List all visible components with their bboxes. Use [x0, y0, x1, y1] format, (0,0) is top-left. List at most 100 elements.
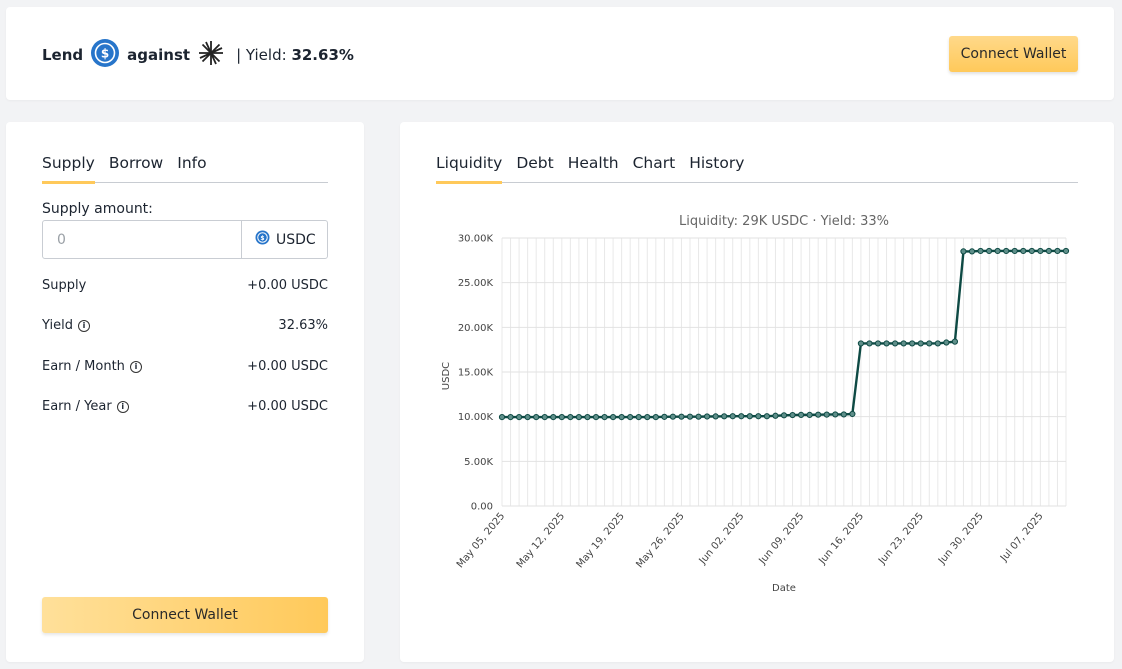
tab-supply[interactable]: Supply: [42, 154, 95, 184]
supply-amount-input[interactable]: [43, 221, 241, 258]
connect-wallet-button[interactable]: Connect Wallet: [42, 597, 328, 633]
info-tabs: Liquidity Debt Health Chart History: [436, 154, 1078, 184]
stat-row-yield: Yield i 32.63%: [42, 318, 328, 333]
svg-text:$: $: [101, 47, 109, 61]
data-point: [661, 413, 668, 420]
tab-debt[interactable]: Debt: [516, 154, 554, 172]
data-point: [533, 414, 540, 421]
stat-value: +0.00 USDC: [247, 399, 328, 414]
data-point: [515, 414, 523, 421]
data-point: [669, 413, 677, 420]
stat-label: Earn / Year: [42, 399, 112, 414]
info-panel: Liquidity Debt Health Chart History Liqu…: [400, 122, 1114, 662]
usdc-icon: $: [90, 38, 120, 72]
x-tick-label: Jul 07, 2025: [998, 511, 1045, 565]
data-point: [507, 414, 514, 421]
stat-value: +0.00 USDC: [247, 278, 328, 293]
data-point: [1011, 247, 1018, 255]
y-tick-label: 20.00K: [458, 323, 494, 334]
y-tick-label: 30.00K: [458, 234, 494, 245]
data-point: [823, 411, 830, 418]
x-tick-label: May 05, 2025: [455, 511, 507, 570]
liquidity-chart: Liquidity: 29K USDC · Yield: 33% 0.00 5.0…: [441, 214, 1070, 594]
data-point: [780, 412, 788, 419]
data-point: [498, 414, 506, 421]
data-point: [968, 248, 976, 255]
data-point: [703, 413, 711, 420]
data-point: [652, 414, 659, 421]
action-tabs: Supply Borrow Info: [42, 154, 328, 184]
data-point: [934, 340, 941, 347]
tab-info[interactable]: Info: [177, 154, 207, 172]
data-point: [1045, 247, 1053, 255]
tab-borrow[interactable]: Borrow: [108, 154, 164, 172]
y-tick-label: 15.00K: [458, 368, 494, 379]
x-axis-label: Date: [772, 583, 796, 594]
data-point: [849, 410, 856, 418]
tab-chart[interactable]: Chart: [632, 154, 676, 172]
data-point: [815, 411, 822, 418]
svg-text:$: $: [260, 235, 264, 242]
data-point: [550, 414, 557, 421]
stat-row-earn-year: Earn / Year i +0.00 USDC: [42, 399, 328, 414]
data-point: [712, 413, 719, 420]
against-label: against: [127, 46, 191, 64]
data-point: [789, 411, 796, 419]
data-point: [1020, 247, 1027, 255]
header-card: Lend $ against | Yield:: [6, 7, 1114, 100]
data-point: [746, 413, 753, 420]
data-point: [994, 247, 1001, 255]
supply-amount-label: Supply amount:: [42, 201, 153, 217]
unit-selector: $ USDC: [241, 221, 327, 258]
info-icon[interactable]: i: [129, 360, 142, 373]
data-point: [857, 340, 865, 347]
stat-row-supply: Supply +0.00 USDC: [42, 278, 328, 293]
data-point: [1054, 247, 1061, 255]
data-point: [524, 414, 531, 421]
stat-label-wrap: Earn / Year i: [42, 399, 129, 414]
x-tick-label: Jun 30, 2025: [936, 511, 986, 567]
y-tick-label: 25.00K: [458, 278, 494, 289]
data-point: [1003, 247, 1010, 255]
x-axis-ticks: May 05, 2025 May 12, 2025 May 19, 2025 May …: [455, 511, 1046, 570]
stat-label-wrap: Earn / Month i: [42, 359, 142, 374]
connect-wallet-button-header[interactable]: Connect Wallet: [949, 36, 1078, 72]
data-point: [678, 413, 685, 420]
info-icon[interactable]: i: [116, 400, 129, 413]
data-point: [686, 413, 694, 420]
header-yield: | Yield: 32.63%: [236, 46, 354, 64]
data-point: [738, 413, 745, 420]
y-tick-label: 0.00: [471, 502, 493, 513]
yield-value: 32.63%: [291, 46, 354, 64]
y-tick-label: 5.00K: [464, 457, 493, 468]
tab-history[interactable]: History: [689, 154, 745, 172]
chart-title: Liquidity: 29K USDC · Yield: 33%: [679, 214, 889, 229]
data-point: [644, 414, 651, 421]
series-points: [498, 247, 1070, 421]
info-icon[interactable]: i: [77, 319, 90, 332]
data-point: [541, 414, 548, 421]
data-point: [1028, 247, 1035, 255]
tab-liquidity[interactable]: Liquidity: [436, 154, 503, 184]
stat-value: 32.63%: [278, 318, 328, 333]
stat-label: Earn / Month: [42, 359, 125, 374]
data-point: [721, 413, 728, 420]
data-point: [806, 411, 813, 418]
x-tick-label: Jun 09, 2025: [757, 511, 807, 567]
data-point: [926, 340, 933, 347]
data-point: [917, 340, 924, 347]
stat-value: +0.00 USDC: [247, 359, 328, 374]
tab-health[interactable]: Health: [567, 154, 619, 172]
data-point: [609, 414, 617, 421]
x-tick-label: May 19, 2025: [575, 511, 627, 570]
data-point: [943, 339, 950, 346]
data-point: [960, 248, 967, 255]
data-point: [729, 413, 736, 420]
data-point: [575, 414, 583, 421]
y-axis-label: USDC: [441, 362, 452, 390]
lend-label: Lend: [42, 46, 84, 64]
data-point: [866, 340, 873, 347]
data-point: [951, 338, 959, 345]
data-point: [883, 340, 890, 347]
data-point: [900, 340, 907, 347]
